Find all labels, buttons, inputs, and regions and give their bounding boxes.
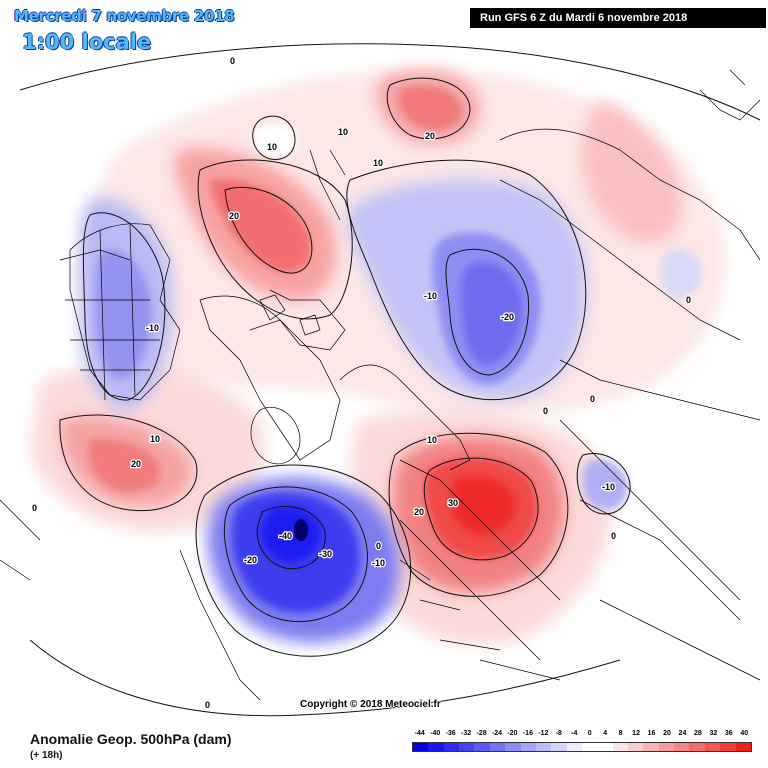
map-parameter-title: Anomalie Geop. 500hPa (dam) bbox=[30, 731, 232, 747]
legend-swatch bbox=[720, 743, 736, 751]
contour-label: -10 bbox=[424, 291, 437, 301]
legend-tick-label: -16 bbox=[522, 730, 533, 737]
legend-tick-label: -36 bbox=[445, 730, 456, 737]
copyright-notice: Copyright © 2018 Meteociel.fr bbox=[300, 699, 441, 710]
contour-label: 20 bbox=[425, 131, 435, 141]
contour-label: 20 bbox=[131, 459, 141, 469]
legend-tick-label: 36 bbox=[724, 730, 733, 737]
legend-swatch bbox=[689, 743, 705, 751]
legend-tick-label: 12 bbox=[632, 730, 640, 737]
contour-label: 0 bbox=[376, 541, 381, 551]
legend-swatch bbox=[459, 743, 475, 751]
legend-tick-label: 8 bbox=[618, 730, 623, 737]
legend-swatch bbox=[581, 743, 598, 751]
contour-label: 0 bbox=[230, 56, 235, 66]
legend-swatch bbox=[597, 743, 613, 751]
legend-tick-label: -4 bbox=[571, 730, 578, 737]
contour-label: -30 bbox=[319, 549, 332, 559]
contour-label: 0 bbox=[590, 394, 595, 404]
legend-swatch bbox=[413, 743, 429, 751]
legend-tick-label: -20 bbox=[507, 730, 518, 737]
isohypse-contours bbox=[19, 43, 761, 717]
contour-label: 0 bbox=[205, 700, 210, 710]
contour-label: -40 bbox=[279, 531, 292, 541]
forecast-lead-time: (+ 18h) bbox=[30, 750, 63, 761]
model-run-info: Run GFS 6 Z du Mardi 6 novembre 2018 bbox=[470, 8, 766, 28]
contour-label: 30 bbox=[448, 498, 458, 508]
legend-tick-label: 40 bbox=[740, 730, 749, 737]
legend-tick-label: -44 bbox=[414, 730, 425, 737]
legend-swatch bbox=[428, 743, 444, 751]
legend-tick-label: -32 bbox=[461, 730, 472, 737]
legend-tick-label: 28 bbox=[694, 730, 702, 737]
legend-swatch bbox=[674, 743, 690, 751]
color-scale-legend: -44 -40 -36 -32 -28 -24 -20 -16 -12 -8 -4 0 4 8 12 16 20… bbox=[412, 730, 752, 764]
legend-tick-label: 32 bbox=[709, 730, 718, 737]
contour-label: 20 bbox=[229, 211, 239, 221]
legend-swatch bbox=[612, 743, 629, 751]
contour-label: 10 bbox=[150, 434, 160, 444]
coastlines bbox=[0, 69, 761, 701]
contour-label: 20 bbox=[414, 507, 424, 517]
contour-label: 0 bbox=[611, 531, 616, 541]
legend-swatch bbox=[505, 743, 521, 751]
legend-swatch bbox=[489, 743, 506, 751]
contour-label: -20 bbox=[501, 312, 514, 322]
legend-tick-labels: -44 -40 -36 -32 -28 -24 -20 -16 -12 -8 -4 0 4 8 12 16 20… bbox=[412, 730, 752, 742]
legend-swatch bbox=[520, 743, 536, 751]
contour-labels: 0 0 10 10 20 20 -10 -20 -10 10 20 10 30 … bbox=[31, 55, 693, 712]
legend-swatch bbox=[474, 743, 490, 751]
legend-swatch bbox=[535, 743, 552, 751]
forecast-date-title: Mercredi 7 novembre 2018 bbox=[14, 7, 235, 25]
legend-swatch bbox=[643, 743, 659, 751]
contour-label: -10 bbox=[602, 482, 615, 492]
legend-swatch bbox=[658, 743, 675, 751]
contour-label: 0 bbox=[686, 295, 691, 305]
legend-swatch bbox=[628, 743, 644, 751]
contour-label: -20 bbox=[244, 555, 257, 565]
legend-color-bar bbox=[412, 742, 752, 752]
legend-swatch bbox=[704, 743, 721, 751]
contour-label: -10 bbox=[372, 558, 385, 568]
legend-tick-label: -24 bbox=[491, 730, 503, 737]
legend-tick-label: 16 bbox=[647, 730, 656, 737]
legend-swatch bbox=[551, 743, 567, 751]
legend-tick-label: -28 bbox=[476, 730, 487, 737]
contour-label: -10 bbox=[146, 323, 159, 333]
legend-tick-label: -8 bbox=[555, 730, 562, 737]
legend-tick-label: -12 bbox=[538, 730, 549, 737]
legend-tick-label: 0 bbox=[587, 730, 592, 737]
contour-label: 0 bbox=[543, 406, 548, 416]
legend-swatch bbox=[443, 743, 460, 751]
legend-swatch bbox=[735, 743, 751, 751]
legend-tick-label: 24 bbox=[678, 730, 687, 737]
legend-swatch bbox=[566, 743, 582, 751]
contour-label: 10 bbox=[427, 435, 437, 445]
legend-tick-label: 20 bbox=[663, 730, 671, 737]
contour-label: 10 bbox=[373, 158, 383, 168]
legend-tick-label: 4 bbox=[603, 730, 608, 737]
contour-label: 10 bbox=[267, 142, 277, 152]
legend-tick-label: -40 bbox=[430, 730, 441, 737]
contour-label: 10 bbox=[338, 127, 348, 137]
contour-label: 0 bbox=[32, 503, 37, 513]
forecast-time-title: 1:00 locale bbox=[22, 30, 152, 54]
anomaly-shading bbox=[30, 69, 726, 646]
